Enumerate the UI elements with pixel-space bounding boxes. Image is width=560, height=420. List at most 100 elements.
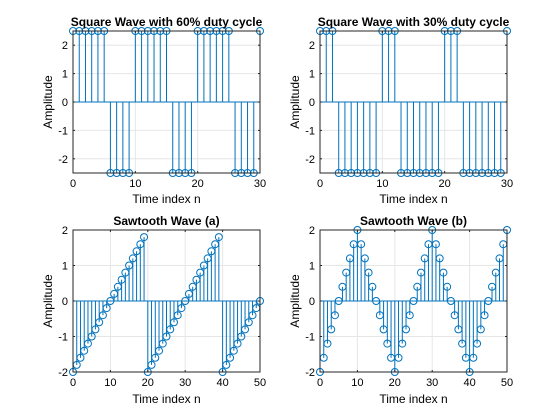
stem-marker [166, 325, 175, 334]
x-axis-label: Time index n [132, 392, 200, 406]
stem-marker [443, 282, 452, 291]
x-tick-label: 20 [192, 178, 204, 190]
y-tick-label: -2 [305, 154, 315, 166]
stem-marker [162, 332, 171, 341]
stem-marker [177, 304, 186, 313]
y-tick-label: -2 [58, 154, 68, 166]
stem-marker [327, 325, 336, 334]
stem-marker [345, 254, 354, 263]
stem-marker [192, 275, 201, 284]
stem-marker [110, 289, 119, 298]
stem-marker [413, 282, 422, 291]
stem-marker [83, 339, 92, 348]
x-tick-label: 30 [501, 178, 513, 190]
stem-marker [98, 311, 107, 320]
x-tick-label: 0 [317, 377, 323, 389]
y-tick-label: -1 [305, 332, 315, 344]
stem-marker [132, 247, 141, 256]
x-axis-label: Time index n [132, 192, 200, 206]
chart-title: Square Wave with 30% duty cycle [318, 15, 510, 29]
chart-title: Sawtooth Wave (b) [360, 214, 467, 228]
y-axis-label: Amplitude [41, 274, 55, 328]
stem-marker [469, 353, 478, 362]
stem-marker [458, 339, 467, 348]
stem-marker [405, 311, 414, 320]
stem-marker [360, 254, 369, 263]
y-tick-label: 2 [309, 40, 315, 52]
stem-marker [237, 332, 246, 341]
stem-marker [184, 289, 193, 298]
stem-marker [398, 339, 407, 348]
stem-marker [173, 311, 182, 320]
stem-marker [342, 268, 351, 277]
stem-marker [91, 325, 100, 334]
stem-marker [402, 325, 411, 334]
stem-marker [169, 318, 178, 327]
y-tick-label: -1 [305, 125, 315, 137]
stem-marker [446, 297, 455, 305]
stem-marker [420, 254, 429, 263]
stem-marker [476, 325, 485, 334]
y-tick-label: 1 [62, 69, 68, 81]
stem-marker [330, 311, 339, 320]
stem-marker [241, 325, 250, 334]
x-tick-label: 30 [426, 377, 438, 389]
y-tick-label: -1 [58, 332, 68, 344]
y-tick-label: 0 [309, 296, 315, 308]
y-tick-label: 1 [62, 261, 68, 273]
stem-marker [188, 282, 197, 291]
x-tick-label: 20 [142, 377, 154, 389]
stem-marker [196, 268, 205, 277]
stem-marker [125, 261, 134, 270]
stem-marker [155, 346, 164, 355]
x-tick-label: 50 [501, 377, 513, 389]
stem-marker [368, 282, 377, 291]
x-tick-label: 20 [439, 178, 451, 190]
stem-marker [158, 339, 167, 348]
x-tick-label: 10 [129, 178, 141, 190]
x-tick-label: 10 [351, 377, 363, 389]
stem-marker [394, 353, 403, 362]
stem-marker [121, 268, 130, 277]
x-tick-label: 30 [179, 377, 191, 389]
x-tick-label: 40 [463, 377, 475, 389]
x-tick-label: 50 [254, 377, 266, 389]
stem-marker [364, 268, 373, 277]
stem-marker [244, 318, 253, 327]
panel-square-60: 0 10 20 30 -2 -1 0 1 2 Square Wave with 60% duty… [41, 15, 266, 206]
y-tick-label: 1 [309, 261, 315, 273]
stem-marker [95, 318, 104, 327]
y-axis-label: Amplitude [41, 75, 55, 129]
y-tick-label: -1 [58, 125, 68, 137]
stem-marker [113, 282, 122, 291]
stem-marker [248, 311, 257, 320]
stem-marker [495, 254, 504, 263]
stem-marker [372, 297, 381, 305]
stem-marker [439, 268, 448, 277]
stem-marker [226, 353, 235, 362]
y-tick-label: 2 [62, 40, 68, 52]
y-tick-label: -2 [58, 367, 68, 379]
stem-marker [222, 360, 231, 369]
stem-marker [140, 233, 149, 242]
stem-marker [151, 353, 160, 362]
stem-marker [203, 254, 212, 263]
stem-marker [484, 297, 493, 305]
y-axis-label: Amplitude [288, 75, 302, 129]
stem-marker [480, 311, 489, 320]
stem-marker [409, 297, 418, 305]
y-tick-label: 0 [309, 97, 315, 109]
y-tick-label: 0 [62, 296, 68, 308]
y-tick-label: 2 [62, 225, 68, 237]
stem-marker [379, 325, 388, 334]
stem-marker [214, 233, 223, 242]
panel-sawtooth-a: 0 10 20 30 40 50 -2 -1 0 1 2 Sawtooth Wave (a) Tim… [41, 214, 266, 406]
stem-marker [416, 268, 425, 277]
stem-marker [207, 247, 216, 256]
x-tick-label: 40 [216, 377, 228, 389]
y-tick-label: 1 [309, 69, 315, 81]
panel-sawtooth-b: 0 10 20 30 40 50 -2 -1 0 1 2 Sawtooth Wave (b) Tim… [288, 214, 513, 406]
stem-marker [338, 282, 347, 291]
x-tick-label: 0 [317, 178, 323, 190]
